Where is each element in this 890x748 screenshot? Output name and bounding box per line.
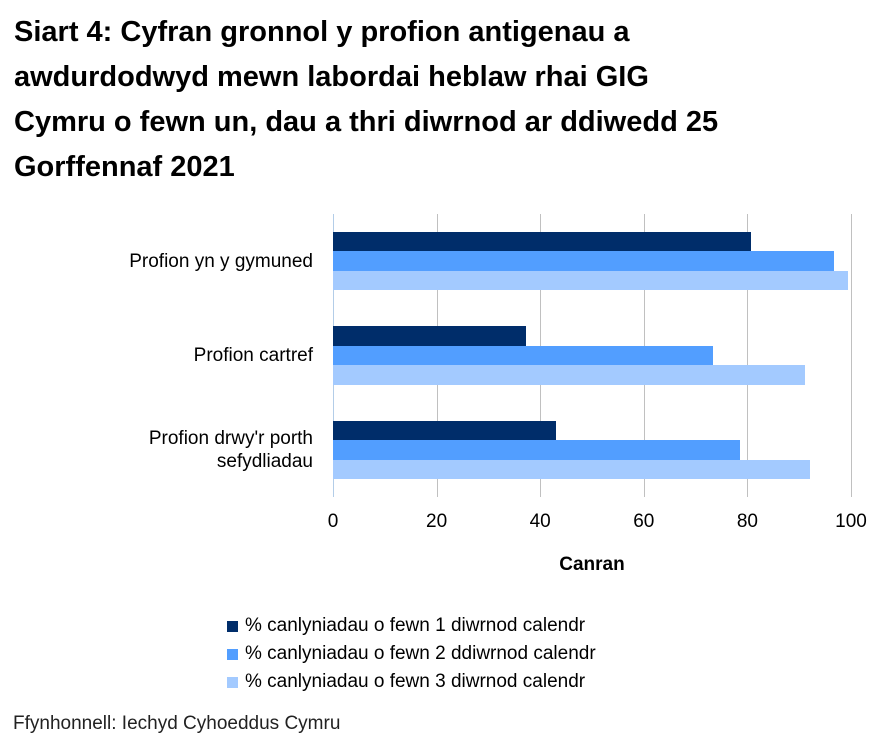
x-tick-label: 0 bbox=[327, 511, 339, 532]
bar bbox=[333, 440, 741, 460]
legend-swatch-icon bbox=[227, 648, 238, 660]
gridline bbox=[747, 214, 749, 497]
legend: % canlyniadau o fewn 1 diwrnod calendr % … bbox=[227, 612, 596, 696]
gridline bbox=[851, 214, 852, 497]
bar bbox=[333, 231, 752, 252]
legend-item: % canlyniadau o fewn 3 diwrnod calendr bbox=[227, 668, 596, 696]
category-label: Profion cartref bbox=[193, 345, 313, 366]
x-tick-label: 20 bbox=[426, 511, 448, 532]
title-line: awdurdodwyd mewn labordai heblaw rhai GI… bbox=[14, 61, 649, 93]
plot-area bbox=[333, 214, 852, 497]
legend-item: % canlyniadau o fewn 1 diwrnod calendr bbox=[227, 612, 596, 640]
bar bbox=[333, 345, 714, 366]
legend-swatch-icon bbox=[227, 676, 238, 688]
x-tick-label: 80 bbox=[736, 511, 758, 532]
legend-label: % canlyniadau o fewn 2 ddiwrnod calendr bbox=[245, 643, 596, 664]
x-tick-label: 60 bbox=[633, 511, 655, 532]
category-label: Profion drwy'r porth sefydliadau bbox=[148, 427, 313, 472]
category-label: Profion yn y gymuned bbox=[129, 250, 313, 272]
bar bbox=[333, 420, 556, 441]
bar bbox=[333, 365, 805, 385]
title-line: Cymru o fewn un, dau a thri diwrnod ar d… bbox=[14, 106, 719, 138]
bar bbox=[333, 251, 834, 271]
legend-swatch-icon bbox=[227, 620, 238, 632]
legend-label: % canlyniadau o fewn 1 diwrnod calendr bbox=[245, 615, 586, 636]
bar bbox=[333, 326, 527, 346]
title-line: Siart 4: Cyfran gronnol y profion antige… bbox=[14, 16, 630, 48]
source-note: Ffynhonnell: Iechyd Cyhoeddus Cymru bbox=[13, 713, 341, 734]
x-tick-label: 100 bbox=[835, 511, 867, 532]
chart-title: Siart 4: Cyfran gronnol y profion antige… bbox=[14, 10, 884, 190]
legend-label: % canlyniadau o fewn 3 diwrnod calendr bbox=[245, 671, 586, 692]
bar bbox=[333, 459, 811, 480]
title-line: Gorffennaf 2021 bbox=[14, 151, 235, 183]
bar bbox=[333, 270, 848, 291]
x-tick-label: 40 bbox=[529, 511, 551, 532]
x-axis-label: Canran bbox=[559, 554, 625, 575]
legend-item: % canlyniadau o fewn 2 ddiwrnod calendr bbox=[227, 640, 596, 668]
